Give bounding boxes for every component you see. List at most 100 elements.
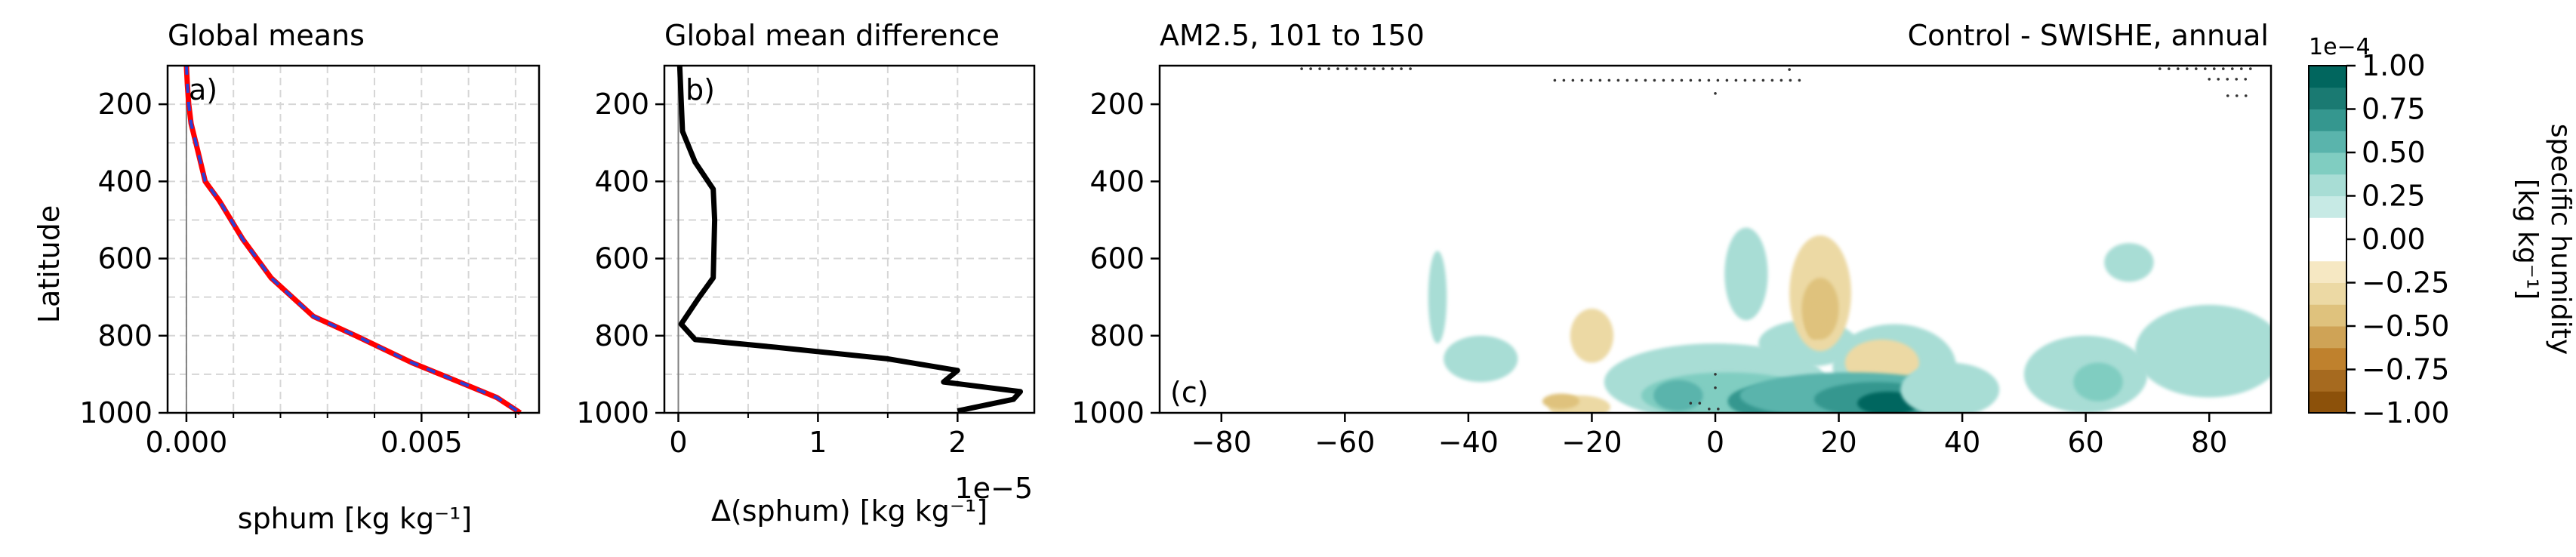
stipple-dot (1309, 67, 1312, 70)
stipple-dot (1391, 67, 1394, 70)
colorbar-tick-label: 0.50 (2362, 136, 2426, 169)
stipple-dot (1598, 78, 1602, 82)
stipple-dot (1635, 78, 1638, 82)
stipple-dot (1717, 408, 1720, 411)
colorbar-ticks: 1.00 0.75 0.50 0.25 0.00 −0.25 −0.50 −0.75 −1.00 (2346, 49, 2449, 429)
panel-b-grid (664, 66, 1034, 414)
stipple-dot (1571, 78, 1575, 82)
stipple-dot (2240, 67, 2243, 70)
colorbar-swatch (2309, 391, 2346, 414)
stipple-dot (1714, 386, 1717, 389)
panel-b-plot (676, 65, 1023, 414)
colorbar-tick-label: −0.75 (2362, 353, 2449, 386)
series-line-1 (184, 65, 522, 414)
stipple-dot (1714, 373, 1717, 376)
stipple-dot (1363, 67, 1367, 70)
panel-a-xlabel: sphum [kg kg⁻¹] (238, 502, 472, 535)
panel-b-xlabel: Δ(sphum) [kg kg⁻¹] (711, 494, 988, 528)
colorbar-tick-label: −0.25 (2362, 266, 2449, 300)
stipple-dot (1409, 67, 1412, 70)
colorbar-swatch (2309, 66, 2346, 88)
colorbar-label: specific humidity[kg kg⁻¹] (2512, 124, 2576, 355)
colorbar-swatch (2309, 260, 2346, 283)
x-tick-label: 80 (2191, 426, 2227, 459)
stipple-dot (1761, 78, 1765, 82)
x-tick-label: 0 (1706, 426, 1724, 459)
stipple-dot (1716, 78, 1720, 82)
stipple-dot (1589, 78, 1593, 82)
colorbar-tick-label: −0.50 (2362, 309, 2449, 343)
colorbar-swatches (2309, 66, 2346, 414)
panel-a: Global means Latitude sphum [kg kg⁻¹] a)… (32, 19, 541, 535)
x-tick-label: −60 (1314, 426, 1375, 459)
stipple-dot (1653, 78, 1656, 82)
y-tick-label: 400 (97, 165, 153, 198)
colorbar-swatch (2309, 195, 2346, 218)
contour-region (1653, 380, 1703, 411)
contour-region (1804, 300, 1824, 340)
y-tick-label: 600 (1089, 242, 1145, 275)
panel-a-frame (166, 64, 541, 414)
series-line-0 (676, 65, 1023, 414)
colorbar-tick-label: −1.00 (2362, 396, 2449, 429)
stipple-dot (1707, 78, 1711, 82)
stipple-dot (2235, 78, 2239, 81)
stipple-dot (2226, 94, 2229, 97)
stipple-dot (1662, 78, 1665, 82)
panel-a-label: a) (189, 73, 217, 106)
colorbar-swatch (2309, 369, 2346, 392)
panel-c: AM2.5, 101 to 150 Control - SWISHE, annu… (1071, 19, 2272, 459)
stipple-dot (1327, 67, 1330, 70)
panel-a-plot (183, 65, 522, 415)
stipple-dot (1616, 78, 1620, 82)
colorbar-swatch (2309, 347, 2346, 370)
y-tick-label: 200 (97, 88, 153, 121)
stipple-dot (1400, 67, 1403, 70)
x-tick-label: −80 (1191, 426, 1252, 459)
colorbar-offset-label: 1e−4 (2309, 34, 2371, 60)
stipple-dot (2208, 78, 2211, 81)
stipple-dot (1689, 78, 1693, 82)
y-tick-label: 1000 (79, 396, 153, 429)
panel-b-y-ticks: 200 400 600 800 1000 (576, 88, 664, 429)
stipple-dot (1671, 78, 1675, 82)
stipple-dot (1789, 78, 1792, 82)
contour-region (1724, 227, 1768, 321)
x-tick-label: 1 (809, 426, 827, 459)
colorbar-swatch (2309, 217, 2346, 262)
colorbar-swatch (2309, 326, 2346, 349)
stipple-dot (2177, 67, 2180, 70)
stipple-dot (2249, 67, 2252, 70)
panel-a-title: Global means (168, 19, 365, 52)
stipple-dot (1562, 78, 1566, 82)
stipple-dot (1345, 67, 1348, 70)
stipple-dot (1354, 67, 1357, 70)
stipple-dot (2226, 78, 2229, 81)
stipple-dot (1698, 78, 1702, 82)
contour-region (1428, 251, 1447, 343)
stipple-dot (1318, 67, 1321, 70)
series-line-0 (183, 65, 522, 415)
stipple-dot (1714, 92, 1717, 95)
stipple-dot (2244, 78, 2248, 81)
stipple-dot (1770, 78, 1774, 82)
stipple-dot (1725, 78, 1729, 82)
stipple-dot (1607, 78, 1611, 82)
colorbar: 1e−4 1.00 0.75 0.50 0.25 0.00 −0.25 −0.50 −0.75… (2308, 34, 2576, 429)
y-tick-label: 1000 (1071, 396, 1145, 429)
contour-region (2104, 243, 2154, 282)
stipple-dot (2217, 78, 2220, 81)
contour-region (2073, 362, 2123, 402)
stipple-dot (2204, 67, 2207, 70)
colorbar-swatch (2309, 174, 2346, 196)
y-tick-label: 200 (594, 88, 649, 121)
stipple-dot (1698, 402, 1702, 405)
panel-c-x-ticks: −80 −60 −40 −20 0 20 40 60 80 (1191, 413, 2227, 459)
stipple-dot (2235, 94, 2239, 97)
panel-b-offset-label: 1e−5 (954, 472, 1033, 505)
y-tick-label: 800 (594, 319, 649, 352)
panel-a-y-ticks: 200 400 600 800 1000 (79, 88, 168, 429)
panel-a-grid (168, 66, 539, 414)
panel-c-plot (1428, 227, 2271, 413)
panel-b-frame (663, 64, 1036, 414)
